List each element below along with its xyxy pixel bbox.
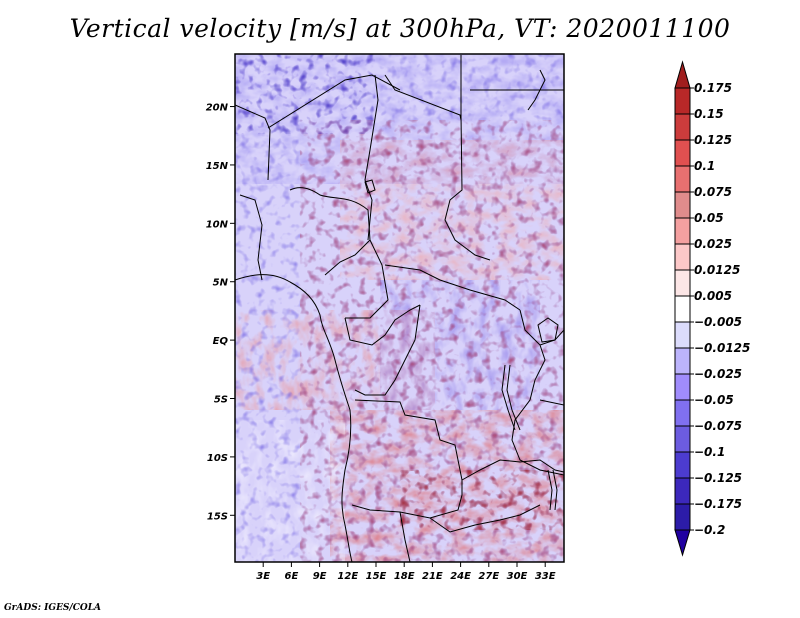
border-mauritania-mali — [235, 104, 271, 181]
colorbar-swatch — [674, 165, 691, 193]
colorbar-label: −0.1 — [694, 445, 725, 459]
x-axis: 3E 6E 9E 12E 15E 18E 21E 24E 27E 30E 33E — [256, 562, 556, 582]
colorbar-swatch — [674, 503, 691, 531]
border-zambia-south — [429, 504, 541, 533]
border-coast-west-africa — [235, 274, 353, 562]
colorbar-label: −0.2 — [694, 523, 725, 537]
y-axis: 20N 15N 10N 5N EQ 5S 10S 15S — [206, 103, 235, 522]
y-tick-label: 15S — [207, 511, 228, 522]
colorbar-label: 0.075 — [694, 185, 732, 199]
colorbar-label: 0.005 — [694, 289, 732, 303]
x-tick-label: 9E — [313, 571, 327, 582]
border-chad-sudan — [444, 85, 491, 261]
border-lake-chad — [364, 179, 376, 194]
x-tick-label: 15E — [366, 571, 387, 582]
map-frame — [234, 53, 565, 563]
field-dark-blue-core — [235, 54, 375, 134]
x-tick-label: 21E — [422, 571, 443, 582]
colorbar-swatch — [674, 295, 691, 323]
border-cameroon — [345, 239, 389, 319]
colorbar-label: −0.175 — [694, 497, 742, 511]
x-tick-label: 12E — [337, 571, 358, 582]
x-tick-label: 3E — [256, 571, 270, 582]
colorbar-label: 0.0125 — [694, 263, 740, 277]
y-tick-label: 5S — [214, 395, 228, 406]
colorbar-swatch — [674, 399, 691, 427]
x-tick-label: 27E — [478, 571, 499, 582]
y-tick-label: 20N — [206, 103, 229, 114]
colorbar-label: 0.15 — [694, 107, 724, 121]
y-tick-label: 15N — [206, 161, 229, 172]
border-namibia — [399, 511, 411, 562]
colorbar-label: 0.1 — [694, 159, 715, 173]
border-zambia — [461, 459, 564, 481]
border-red-sea-coast — [527, 69, 546, 111]
border-congo-drc — [354, 304, 421, 396]
chart-title: Vertical velocity [m/s] at 300hPa, VT: 2… — [69, 14, 731, 43]
colorbar-label: −0.075 — [694, 419, 742, 433]
x-tick-label: 30E — [507, 571, 528, 582]
country-borders — [235, 55, 564, 562]
colorbar-swatch — [674, 425, 691, 453]
x-tick-label: 6E — [285, 571, 299, 582]
colorbar-label: −0.025 — [694, 367, 742, 381]
colorbar-swatch — [674, 269, 691, 297]
colorbar-swatch — [674, 373, 691, 401]
field-dark-red-core — [400, 470, 564, 530]
colorbar-label: −0.005 — [694, 315, 742, 329]
border-gabon-congo — [344, 304, 421, 346]
border-drc-east — [511, 309, 564, 476]
colorbar-label: 0.175 — [694, 81, 732, 95]
colorbar-swatch — [674, 243, 691, 271]
border-libya-chad — [384, 74, 462, 121]
grads-credit: GrADS: IGES/COLA — [4, 603, 102, 613]
colorbar-swatch — [674, 217, 691, 245]
border-lake-victoria — [537, 317, 559, 343]
border-niger-chad — [364, 74, 379, 241]
colorbar-label: 0.05 — [694, 211, 724, 225]
colorbar-extend-min — [674, 529, 691, 557]
colorbar: 0.175 0.15 0.125 0.1 0.075 0.05 0.025 0.0125 0.0… — [674, 60, 750, 557]
x-tick-label: 24E — [450, 571, 471, 582]
y-tick-label: EQ — [213, 336, 229, 347]
border-car — [384, 264, 521, 311]
y-tick-label: 10N — [206, 219, 229, 230]
colorbar-label: 0.125 — [694, 133, 732, 147]
y-tick-label: 10S — [207, 453, 228, 464]
border-angola-drc — [354, 399, 463, 481]
colorbar-swatch — [674, 477, 691, 505]
x-tick-label: 18E — [394, 571, 415, 582]
colorbar-swatch — [674, 321, 691, 349]
colorbar-swatch — [674, 113, 691, 141]
colorbar-label: −0.05 — [694, 393, 734, 407]
map-plot-area — [235, 54, 564, 562]
border-nigeria — [289, 187, 371, 276]
colorbar-swatch — [674, 347, 691, 375]
colorbar-label: 0.025 — [694, 237, 732, 251]
border-algeria-niger — [267, 74, 401, 129]
colorbar-swatch — [674, 87, 691, 115]
border-lake-malawi — [547, 469, 558, 511]
border-lake-tanganyika — [501, 364, 521, 431]
colorbar-label: −0.125 — [694, 471, 742, 485]
colorbar-swatch — [674, 451, 691, 479]
colorbar-label: −0.0125 — [694, 341, 750, 355]
colorbar-swatch — [674, 139, 691, 167]
colorbar-swatch — [674, 191, 691, 219]
border-ghana-westafrica — [239, 194, 263, 281]
y-tick-label: 5N — [213, 278, 229, 289]
colorbar-extend-max — [674, 60, 691, 89]
x-tick-label: 33E — [535, 571, 556, 582]
